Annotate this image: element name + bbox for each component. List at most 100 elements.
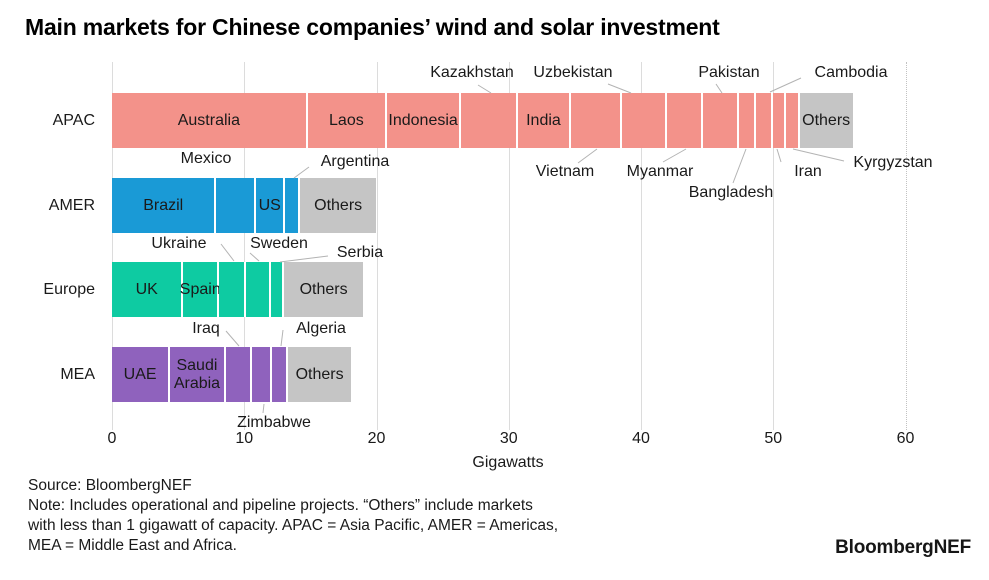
callout-label-ukraine: Ukraine (151, 235, 207, 252)
segment-label-uk: UK (135, 280, 158, 298)
leader-line-zimbabwe (262, 403, 265, 414)
leader-line-bangladesh (732, 148, 747, 184)
leader-line-kazakhstan (477, 84, 492, 94)
gridline-20gw (376, 62, 378, 430)
segment-amer-us: US (256, 178, 286, 233)
callout-label-kazakhstan: Kazakhstan (430, 64, 514, 81)
x-tick-0: 0 (107, 430, 117, 447)
callout-label-uzbekistan: Uzbekistan (533, 64, 613, 81)
segment-mea-saudi-arabia: Saudi Arabia (170, 347, 226, 402)
segment-label-indonesia: Indonesia (388, 111, 458, 129)
segment-apac-kazakhstan (461, 93, 518, 148)
leader-line-kyrgyzstan (792, 148, 845, 162)
callout-label-sweden: Sweden (250, 235, 308, 252)
gridline-50gw (773, 62, 775, 430)
gridline-10gw (244, 62, 246, 430)
segment-amer-others: Others (299, 178, 377, 233)
segment-apac-myanmar (667, 93, 704, 148)
leader-line-cambodia (769, 77, 802, 93)
segment-mea-others: Others (287, 347, 352, 402)
callout-label-pakistan: Pakistan (698, 64, 760, 81)
segment-mea-zimbabwe (252, 347, 272, 402)
segment-europe-ukraine (219, 262, 246, 317)
segment-mea-algeria (272, 347, 288, 402)
segment-label-uae: UAE (123, 365, 157, 383)
segment-apac-vietnam (570, 93, 623, 148)
segment-apac-others: Others (799, 93, 853, 148)
segment-europe-spain: Spain (179, 262, 221, 317)
callout-label-kyrgyzstan: Kyrgyzstan (853, 154, 933, 171)
segment-mea-uae: UAE (112, 347, 171, 402)
x-tick-30: 30 (499, 430, 518, 447)
segment-apac-laos: Laos (307, 93, 388, 148)
segment-europe-sweden (245, 262, 271, 317)
row-label-europe: Europe (43, 280, 95, 298)
leader-line-iraq (225, 330, 240, 347)
segment-label-india: India (526, 111, 561, 129)
note-line-2: with less than 1 gigawatt of capacity. A… (28, 517, 559, 534)
segment-label-laos: Laos (329, 111, 364, 129)
segment-mea-iraq (225, 347, 253, 402)
source-note: Source: BloombergNEF Note: Includes oper… (28, 476, 558, 556)
segment-europe-uk: UK (112, 262, 184, 317)
gridline-30gw (508, 62, 510, 430)
row-label-apac: APAC (52, 111, 95, 129)
gridline-60gw (905, 62, 907, 430)
x-axis-title: Gigawatts (472, 454, 544, 471)
segment-label-others: Others (295, 365, 344, 383)
callout-label-vietnam: Vietnam (535, 163, 595, 180)
callout-label-mexico: Mexico (180, 150, 232, 167)
leader-line-myanmar (662, 148, 687, 163)
row-label-amer: AMER (48, 196, 95, 214)
x-tick-20: 20 (367, 430, 386, 447)
x-tick-50: 50 (764, 430, 783, 447)
callout-label-serbia: Serbia (336, 244, 384, 261)
row-label-mea: MEA (60, 365, 95, 383)
leader-line-uzbekistan (607, 83, 632, 94)
callout-label-zimbabwe: Zimbabwe (237, 414, 311, 431)
segment-label-others: Others (314, 196, 363, 214)
note-line-3: MEA = Middle East and Africa. (28, 537, 237, 554)
segment-apac-australia: Australia (112, 93, 308, 148)
segment-apac-india: India (518, 93, 571, 148)
segment-amer-argentina (285, 178, 300, 233)
segment-amer-brazil: Brazil (112, 178, 217, 233)
segment-label-others: Others (299, 280, 348, 298)
segment-europe-serbia (270, 262, 284, 317)
callout-label-bangladesh: Bangladesh (688, 184, 774, 201)
segment-label-brazil: Brazil (143, 196, 184, 214)
gridline-0gw (112, 62, 113, 430)
chart-title: Main markets for Chinese companies’ wind… (25, 14, 720, 40)
callout-label-argentina: Argentina (320, 153, 390, 170)
segment-label-spain: Spain (179, 280, 221, 298)
gridline-40gw (641, 62, 642, 430)
x-tick-10: 10 (235, 430, 254, 447)
bloombergnef-logo: BloombergNEF (835, 537, 971, 558)
callout-label-iran: Iran (794, 163, 822, 180)
source-line: Source: BloombergNEF (28, 477, 192, 494)
segment-europe-others: Others (283, 262, 364, 317)
segment-apac-iran (773, 93, 787, 148)
leader-line-algeria (280, 329, 284, 347)
segment-amer-mexico (216, 178, 257, 233)
segment-apac-kyrgyzstan (786, 93, 800, 148)
segment-label-others: Others (802, 111, 851, 129)
callout-label-iraq: Iraq (192, 320, 220, 337)
x-tick-60: 60 (896, 430, 915, 447)
segment-label-saudi-arabia: Saudi Arabia (173, 357, 221, 392)
leader-line-sweden (249, 252, 260, 262)
segment-label-us: US (258, 196, 281, 214)
leader-line-vietnam (577, 148, 598, 164)
callout-label-cambodia: Cambodia (814, 64, 888, 81)
callout-label-algeria: Algeria (296, 320, 346, 337)
leader-line-pakistan (715, 83, 723, 94)
callout-label-myanmar: Myanmar (626, 163, 694, 180)
leader-line-iran (776, 148, 782, 163)
segment-apac-indonesia: Indonesia (387, 93, 462, 148)
segment-apac-bangladesh (738, 93, 757, 148)
x-tick-40: 40 (632, 430, 650, 447)
leader-line-argentina (293, 166, 310, 179)
segment-apac-pakistan (703, 93, 739, 148)
leader-line-ukraine (220, 243, 235, 262)
